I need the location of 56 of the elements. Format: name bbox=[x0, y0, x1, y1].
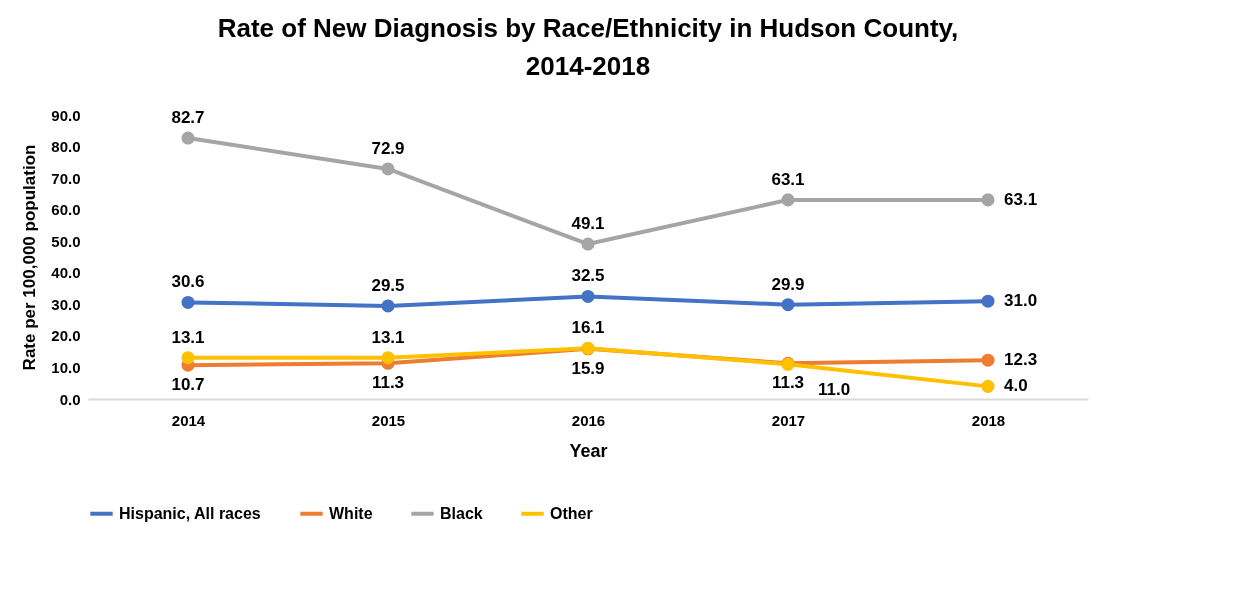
point bbox=[581, 289, 595, 303]
point bbox=[981, 353, 995, 367]
x-tick-label: 2014 bbox=[171, 411, 206, 429]
data-label: 16.1 bbox=[571, 318, 605, 338]
data-label: 72.9 bbox=[371, 138, 405, 158]
data-label: 11.3 bbox=[371, 373, 405, 393]
data-label: 29.5 bbox=[371, 275, 405, 295]
y-axis-title: Rate per 100,000 population bbox=[20, 144, 40, 371]
data-label: 10.7 bbox=[171, 375, 205, 395]
data-label: 49.1 bbox=[571, 214, 605, 234]
y-tick-label: 30.0 bbox=[51, 295, 81, 313]
point bbox=[981, 379, 995, 393]
point bbox=[981, 193, 995, 207]
y-tick-label: 10.0 bbox=[51, 358, 81, 376]
data-label: 12.3 bbox=[1004, 350, 1038, 370]
point bbox=[781, 298, 795, 312]
point bbox=[181, 131, 195, 145]
legend-label: Black bbox=[440, 504, 483, 522]
data-label: 32.5 bbox=[571, 266, 605, 286]
y-tick-label: 90.0 bbox=[51, 106, 81, 124]
data-label: 29.9 bbox=[771, 274, 805, 294]
data-label: 13.1 bbox=[371, 327, 405, 347]
point bbox=[781, 193, 795, 207]
x-tick-label: 2016 bbox=[571, 411, 606, 429]
data-label: 13.1 bbox=[171, 327, 205, 347]
y-tick-label: 0.0 bbox=[59, 390, 81, 408]
y-tick-label: 80.0 bbox=[51, 138, 81, 156]
point bbox=[181, 295, 195, 309]
data-label: 63.1 bbox=[1004, 189, 1038, 209]
legend-label: Hispanic, All races bbox=[119, 504, 261, 522]
legend-label: Other bbox=[550, 504, 593, 522]
y-tick-label: 50.0 bbox=[51, 232, 81, 250]
point bbox=[381, 351, 395, 365]
point bbox=[181, 351, 195, 365]
point bbox=[981, 294, 995, 308]
x-tick-label: 2018 bbox=[971, 411, 1006, 429]
chart-title: Rate of New Diagnosis by Race/Ethnicity in Hudson County, 2014-2018 bbox=[217, 13, 959, 81]
x-tick-label: 2015 bbox=[371, 411, 406, 429]
point bbox=[381, 162, 395, 176]
data-label: 11.0 bbox=[818, 380, 851, 400]
y-tick-label: 40.0 bbox=[51, 264, 81, 282]
legend-label: White bbox=[329, 504, 373, 522]
y-tick-label: 60.0 bbox=[51, 201, 81, 219]
data-label: 30.6 bbox=[171, 272, 205, 292]
point bbox=[581, 237, 595, 251]
data-label: 82.7 bbox=[171, 108, 205, 128]
data-label: 4.0 bbox=[1004, 376, 1028, 396]
data-label: 31.0 bbox=[1004, 291, 1038, 311]
data-label: 15.9 bbox=[571, 358, 605, 378]
data-label: 63.1 bbox=[771, 169, 805, 189]
y-tick-label: 70.0 bbox=[51, 169, 81, 187]
y-tick-label: 20.0 bbox=[51, 327, 81, 345]
point bbox=[381, 299, 395, 313]
data-label: 11.3 bbox=[771, 373, 805, 393]
x-tick-label: 2017 bbox=[771, 411, 806, 429]
x-axis-title: Year bbox=[569, 440, 608, 461]
